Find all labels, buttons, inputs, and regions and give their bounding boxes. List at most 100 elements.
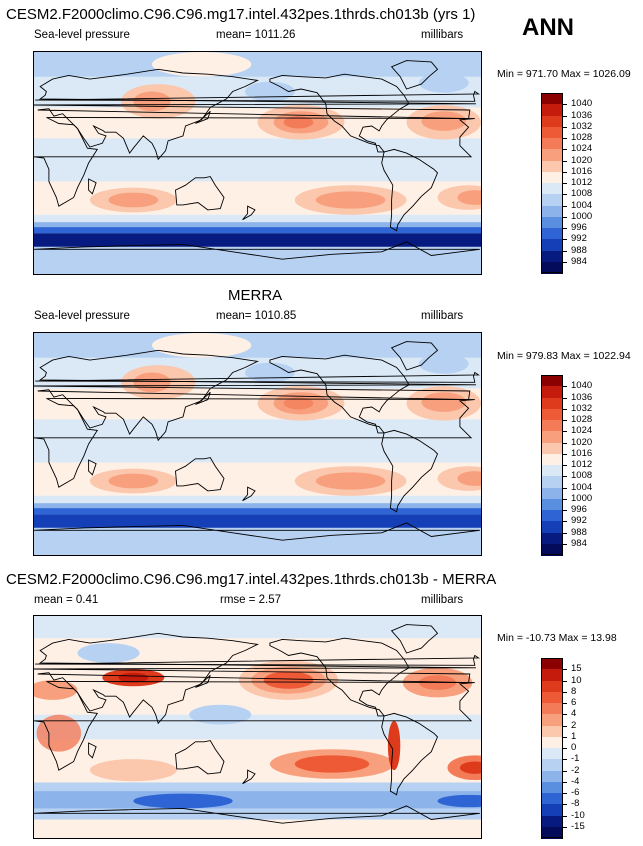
panel-1-variable-label: Sea-level pressure xyxy=(34,29,130,41)
coastline xyxy=(35,90,480,102)
colorbar-tick xyxy=(563,228,567,229)
colorbar-tick xyxy=(563,691,567,693)
colorbar-level-label: -10 xyxy=(571,809,585,821)
panel-3-colorbar: 15 10 8 6 4 2 1 0 -1 -2 -4 -6 -8 -10 -15 xyxy=(541,658,585,839)
colorbar-level-label: 1012 xyxy=(571,177,593,188)
panel-3-title: CESM2.F2000climo.C96.C96.mg17.intel.432p… xyxy=(6,571,497,588)
panel-2-units-label: millibars xyxy=(421,310,464,322)
colorbar-level-label: 988 xyxy=(571,244,587,256)
coastline xyxy=(242,205,256,221)
colorbar-level-label: 1020 xyxy=(571,436,593,448)
colorbar-tick xyxy=(563,442,567,444)
coastline xyxy=(35,654,480,666)
colorbar-tick xyxy=(563,826,567,828)
coastline xyxy=(88,459,97,476)
panel-1-units-label: millibars xyxy=(421,29,464,41)
colorbar-tick xyxy=(563,793,567,794)
coastline xyxy=(34,397,475,488)
colorbar-level-label: 984 xyxy=(571,537,587,549)
coastline xyxy=(34,116,475,207)
coastline xyxy=(195,674,211,688)
colorbar-level-label: 0 xyxy=(571,742,577,753)
coastline xyxy=(34,522,480,541)
colorbar-tick xyxy=(563,183,567,184)
coastline xyxy=(390,341,439,371)
colorbar-level-label: 1032 xyxy=(571,120,593,132)
panel-2-contour-field xyxy=(34,333,481,555)
coastline xyxy=(381,429,439,513)
colorbar-level-label: 992 xyxy=(571,515,587,527)
colorbar-tick xyxy=(563,532,567,534)
colorbar-tick xyxy=(563,748,567,749)
colorbar-tick xyxy=(563,126,567,128)
colorbar-level-label: -2 xyxy=(571,764,580,776)
colorbar-level-label: 10 xyxy=(571,674,582,686)
panel-3-map xyxy=(33,615,482,839)
colorbar-level-label: 15 xyxy=(571,663,582,675)
colorbar-level-label: -8 xyxy=(571,798,580,810)
panel-1-mean-label: mean= 1011.26 xyxy=(216,29,296,41)
colorbar-level-label: 992 xyxy=(571,233,587,245)
panel-3-minmax: Min = -10.73 Max = 13.98 xyxy=(497,632,617,644)
colorbar-tick xyxy=(563,216,567,218)
colorbar-level-label: -6 xyxy=(571,787,580,798)
colorbar-level-label: 1036 xyxy=(571,391,593,403)
panel-2-title: MERRA xyxy=(228,287,283,304)
colorbar-tick xyxy=(563,149,567,151)
colorbar-level-label: 1008 xyxy=(571,470,593,482)
colorbar-tick xyxy=(563,453,567,455)
coastline xyxy=(390,60,439,90)
colorbar-level-label: 1040 xyxy=(571,98,593,110)
colorbar-level-label: 6 xyxy=(571,697,577,708)
panel-3-mean-label: mean = 0.41 xyxy=(34,594,99,606)
colorbar-tick xyxy=(563,194,567,196)
panel-2-colorbar: 1040 1036 1032 1028 1024 1020 1016 1012 1008 1004… xyxy=(541,375,592,556)
panel-3-units-label: millibars xyxy=(421,594,464,606)
coastline xyxy=(269,354,410,434)
colorbar-level-label: 1028 xyxy=(571,132,593,143)
coastline xyxy=(269,637,410,717)
colorbar-tick xyxy=(563,510,567,511)
colorbar-level-label: 1016 xyxy=(571,165,593,177)
panel-2-variable-label: Sea-level pressure xyxy=(34,310,130,322)
colorbar-tick xyxy=(563,104,567,106)
colorbar-tick xyxy=(563,205,567,207)
colorbar-tick xyxy=(563,171,567,173)
coastline xyxy=(242,769,256,785)
colorbar-level-label: 988 xyxy=(571,526,587,538)
colorbar-tick xyxy=(563,431,567,433)
colorbar-tick xyxy=(563,138,567,139)
colorbar-level-label: 1024 xyxy=(571,425,593,437)
colorbar-level-label: 996 xyxy=(571,222,587,233)
colorbar-tick xyxy=(563,498,567,500)
colorbar-level-label: 1004 xyxy=(571,199,593,211)
colorbar-level-label: 1016 xyxy=(571,447,593,459)
coastline xyxy=(195,391,211,405)
colorbar-level-label: 1000 xyxy=(571,210,593,222)
panel-1-colorbar: 1040 1036 1032 1028 1024 1020 1016 1012 1008 1004… xyxy=(541,93,592,274)
colorbar-level-label: -1 xyxy=(571,753,580,765)
coastline xyxy=(35,371,480,383)
colorbar-tick xyxy=(563,487,567,489)
colorbar-level-label: 1032 xyxy=(571,402,593,414)
coastline xyxy=(242,486,256,502)
colorbar-tick xyxy=(563,815,567,817)
colorbar-tick xyxy=(563,759,567,761)
colorbar-level-label: 2 xyxy=(571,719,577,731)
panel-1-map xyxy=(33,51,482,275)
colorbar-tick xyxy=(563,804,567,806)
coastline xyxy=(381,712,439,796)
colorbar-level-label: 4 xyxy=(571,708,577,720)
colorbar-tick xyxy=(563,465,567,466)
colorbar-tick xyxy=(563,261,567,263)
coastline xyxy=(390,624,439,654)
coastline xyxy=(88,742,97,759)
colorbar-level-label: 1004 xyxy=(571,481,593,493)
colorbar-level-label: 984 xyxy=(571,255,587,267)
colorbar-tick xyxy=(563,725,567,727)
colorbar-tick xyxy=(563,770,567,772)
season-label: ANN xyxy=(522,14,574,41)
panel-3-rmse-label: rmse = 2.57 xyxy=(220,594,282,606)
panel-1-minmax: Min = 971.70 Max = 1026.09 xyxy=(497,68,631,80)
panel-3-contour-field xyxy=(34,616,481,838)
